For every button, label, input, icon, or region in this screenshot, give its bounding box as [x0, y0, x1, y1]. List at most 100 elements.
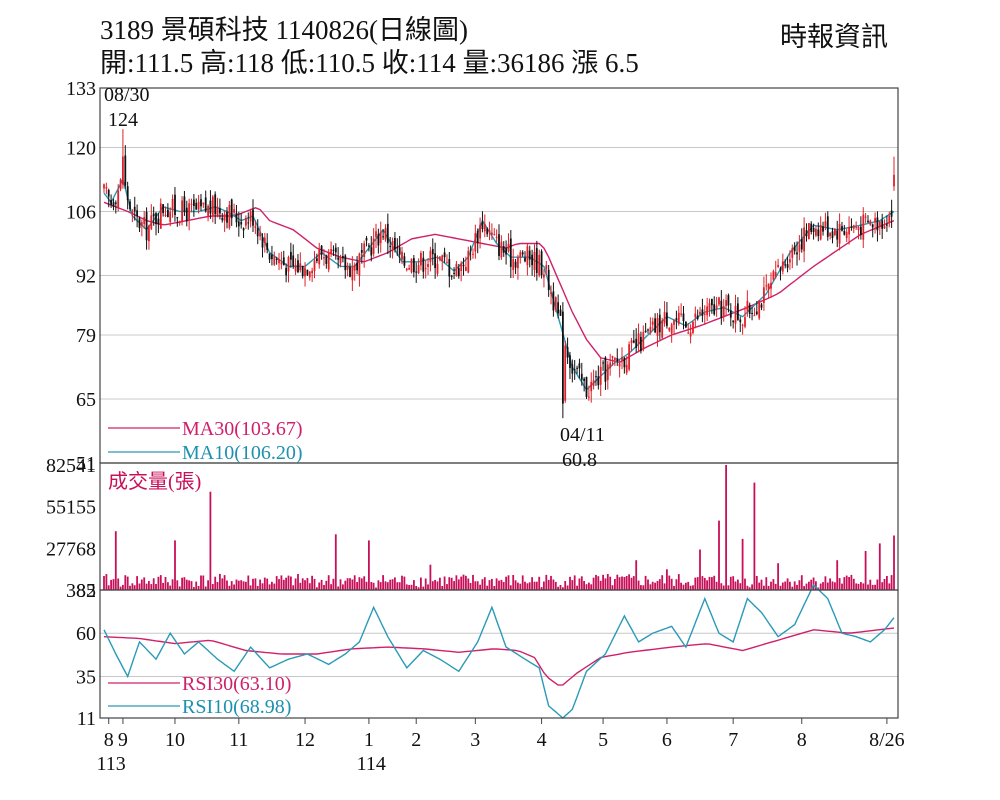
- candle-body: [658, 314, 661, 333]
- volume-bar: [275, 576, 278, 590]
- volume-bar: [815, 581, 817, 590]
- candle-body: [386, 223, 389, 244]
- candle-body: [841, 226, 843, 231]
- volume-bar: [763, 585, 765, 590]
- candle-body: [602, 362, 604, 364]
- volume-bar: [616, 574, 619, 590]
- volume-bar: [559, 585, 562, 590]
- volume-bar: [841, 583, 843, 590]
- volume-bar: [446, 584, 448, 590]
- candle-body: [368, 245, 370, 247]
- year-label: 113: [96, 753, 125, 775]
- volume-bar: [680, 582, 682, 590]
- candle-body: [796, 252, 798, 255]
- volume-bar: [375, 587, 377, 590]
- candle-body: [266, 242, 269, 250]
- rsi30-line: [103, 627, 895, 686]
- volume-bar: [739, 583, 742, 590]
- candle-body: [431, 249, 434, 255]
- volume-bar: [831, 581, 834, 590]
- volume-bar: [720, 583, 723, 590]
- candle-body: [207, 206, 209, 216]
- candle-body: [531, 254, 533, 266]
- candle-body: [739, 319, 742, 323]
- volume-bar: [351, 579, 354, 590]
- volume-bar: [323, 585, 325, 590]
- candle-body: [467, 250, 470, 273]
- volume-bar: [133, 585, 136, 590]
- price-grid: [100, 146, 898, 400]
- candle-body: [273, 256, 276, 265]
- candle-body: [285, 267, 287, 276]
- candle-body: [202, 202, 205, 205]
- candle-body: [148, 225, 150, 242]
- volume-bar: [162, 582, 164, 590]
- volume-bar: [498, 580, 500, 590]
- volume-bar: [517, 582, 519, 590]
- volume-bar: [304, 580, 306, 590]
- month-label: 3: [470, 729, 480, 751]
- volume-bar: [685, 582, 687, 590]
- candle-body: [249, 211, 252, 222]
- candle-body: [427, 264, 429, 267]
- candle-body: [363, 243, 366, 257]
- volume-bar: [502, 582, 505, 590]
- volume-tick-label: 27768: [46, 538, 96, 560]
- candle-body: [446, 262, 448, 264]
- month-label: 8: [797, 729, 807, 751]
- candle-body: [124, 155, 127, 186]
- candle-body: [495, 236, 498, 238]
- rsi-grid: [100, 632, 898, 677]
- volume-bar: [308, 583, 311, 590]
- candle-body: [332, 249, 335, 251]
- candle-body: [874, 218, 876, 223]
- candle-body: [448, 259, 451, 277]
- volume-bar: [862, 583, 865, 590]
- volume-bar: [675, 579, 678, 590]
- candle-body: [391, 241, 394, 252]
- volume-bar: [467, 578, 470, 590]
- volume-bar: [618, 577, 621, 590]
- candle-body: [460, 263, 463, 271]
- volume-bar: [509, 585, 512, 590]
- volume-bar: [150, 584, 153, 590]
- volume-bar: [597, 576, 600, 590]
- candle-body: [245, 217, 247, 226]
- candle-body: [491, 232, 493, 235]
- volume-bar: [682, 584, 685, 590]
- volume-bar: [316, 587, 318, 590]
- candle-body: [651, 321, 654, 325]
- candle-body: [193, 199, 195, 206]
- ohlc-summary: 開:111.5 高:118 低:110.5 收:114 量:36186 漲 6.…: [100, 48, 639, 78]
- candle-body: [403, 256, 406, 266]
- volume-bars: [103, 465, 895, 590]
- volume-bar: [760, 579, 763, 590]
- candle-body: [878, 221, 881, 228]
- volume-bar: [358, 577, 361, 590]
- candle-body: [540, 251, 543, 276]
- rsi-tick-label: 60: [76, 623, 96, 645]
- candle-body: [415, 271, 418, 273]
- volume-bar: [256, 586, 259, 590]
- volume-bar: [159, 575, 162, 590]
- candle-body: [325, 255, 328, 264]
- volume-bar: [611, 585, 614, 590]
- volume-bar: [635, 560, 638, 590]
- candle-body: [316, 258, 318, 261]
- candle-body: [715, 305, 718, 309]
- volume-bar: [890, 575, 893, 590]
- volume-bar: [708, 576, 711, 590]
- candle-body: [474, 233, 477, 252]
- candle-body: [862, 214, 865, 240]
- candle-body: [751, 313, 753, 314]
- price-tick-label: 120: [66, 138, 96, 160]
- volume-bar: [883, 579, 886, 590]
- volume-bar: [677, 574, 680, 590]
- volume-bar: [753, 482, 756, 590]
- volume-bar: [637, 580, 640, 590]
- volume-bar: [876, 579, 879, 590]
- volume-bar: [462, 574, 465, 590]
- volume-bar: [460, 576, 463, 590]
- volume-bar: [744, 578, 746, 590]
- volume-bar: [235, 579, 238, 590]
